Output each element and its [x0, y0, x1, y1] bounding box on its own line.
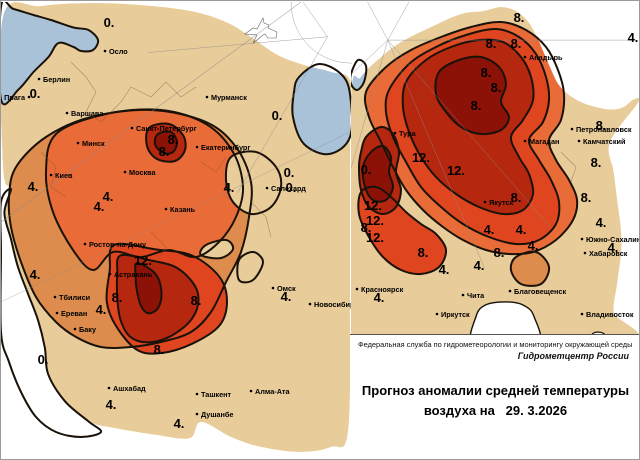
svg-text:8.: 8. [481, 65, 492, 80]
svg-text:4.: 4. [516, 222, 527, 237]
svg-text:8.: 8. [514, 10, 525, 25]
svg-text:Варшава: Варшава [71, 109, 104, 118]
svg-text:Алма-Ата: Алма-Ата [255, 387, 290, 396]
svg-text:0.: 0. [286, 180, 297, 195]
svg-text:Казань: Казань [170, 205, 196, 214]
svg-text:0.: 0. [104, 15, 115, 30]
svg-text:Анадырь: Анадырь [529, 53, 563, 62]
svg-text:4.: 4. [28, 179, 39, 194]
svg-text:Астрахань: Астрахань [114, 270, 153, 279]
svg-text:Берлин: Берлин [43, 75, 70, 84]
svg-text:0.: 0. [38, 352, 49, 367]
svg-text:8.: 8. [361, 220, 372, 235]
svg-text:Ташкент: Ташкент [201, 390, 232, 399]
svg-text:Киев: Киев [55, 171, 73, 180]
svg-text:0.: 0. [361, 162, 372, 177]
svg-text:Камчатский: Камчатский [583, 137, 625, 146]
svg-text:8.: 8. [418, 245, 429, 260]
svg-text:12.: 12. [447, 163, 465, 178]
svg-text:Новосибирск: Новосибирск [314, 300, 352, 309]
svg-text:4.: 4. [30, 267, 41, 282]
svg-text:4.: 4. [608, 240, 619, 255]
svg-text:Благовещенск: Благовещенск [514, 287, 566, 296]
svg-text:Прага: Прага [4, 93, 26, 102]
svg-text:8.: 8. [159, 144, 170, 159]
svg-text:Ашхабад: Ашхабад [113, 384, 146, 393]
svg-text:8.: 8. [112, 290, 123, 305]
svg-text:8.: 8. [596, 118, 607, 133]
svg-text:0.: 0. [284, 165, 295, 180]
svg-text:8.: 8. [491, 80, 502, 95]
svg-text:Минск: Минск [82, 139, 105, 148]
svg-text:Москва: Москва [129, 168, 157, 177]
svg-text:4.: 4. [94, 199, 105, 214]
svg-text:Санкт-Петербург: Санкт-Петербург [136, 124, 197, 133]
svg-text:Душанбе: Душанбе [201, 410, 233, 419]
svg-text:8.: 8. [154, 342, 165, 357]
svg-text:Екатеринбург: Екатеринбург [201, 143, 250, 152]
svg-text:0.: 0. [30, 86, 41, 101]
svg-text:4.: 4. [484, 222, 495, 237]
svg-text:4.: 4. [628, 30, 639, 45]
svg-text:Баку: Баку [79, 325, 97, 334]
svg-text:8.: 8. [511, 190, 522, 205]
svg-text:Магадан: Магадан [529, 137, 559, 146]
svg-text:Ереван: Ереван [61, 309, 87, 318]
svg-text:4.: 4. [224, 180, 235, 195]
svg-text:8.: 8. [511, 36, 522, 51]
svg-text:8.: 8. [581, 190, 592, 205]
svg-text:Мурманск: Мурманск [211, 93, 247, 102]
svg-text:4.: 4. [596, 215, 607, 230]
svg-text:4.: 4. [106, 397, 117, 412]
svg-text:8.: 8. [471, 98, 482, 113]
svg-text:12.: 12. [412, 150, 430, 165]
svg-text:Иркутск: Иркутск [441, 310, 470, 319]
svg-text:Тбилиси: Тбилиси [59, 293, 90, 302]
svg-text:0.: 0. [272, 108, 283, 123]
svg-text:Тура: Тура [399, 129, 417, 138]
svg-text:12.: 12. [134, 253, 152, 268]
svg-text:4.: 4. [374, 290, 385, 305]
svg-text:Владивосток: Владивосток [586, 310, 634, 319]
svg-text:Ростов-на-Дону: Ростов-на-Дону [89, 240, 147, 249]
svg-text:Чита: Чита [467, 291, 485, 300]
svg-text:4.: 4. [528, 238, 539, 253]
svg-text:4.: 4. [439, 262, 450, 277]
svg-text:8.: 8. [486, 36, 497, 51]
svg-text:8.: 8. [591, 155, 602, 170]
svg-text:Осло: Осло [109, 47, 128, 56]
svg-text:12.: 12. [364, 198, 382, 213]
svg-text:4.: 4. [474, 258, 485, 273]
svg-text:4.: 4. [174, 416, 185, 431]
svg-text:4.: 4. [96, 302, 107, 317]
svg-text:4.: 4. [281, 289, 292, 304]
svg-text:8.: 8. [494, 245, 505, 260]
svg-text:8.: 8. [191, 293, 202, 308]
